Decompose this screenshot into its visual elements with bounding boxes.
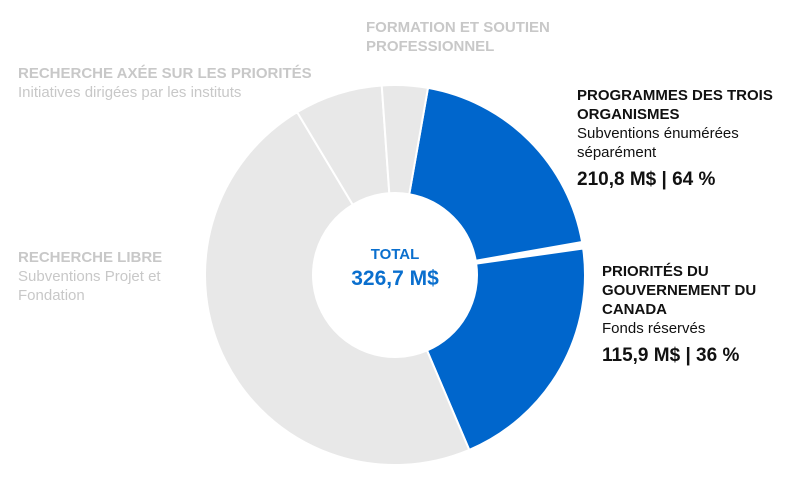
label-formation-soutien: FORMATION ET SOUTIEN PROFESSIONNEL bbox=[366, 18, 586, 56]
label-title: RECHERCHE LIBRE bbox=[18, 249, 163, 266]
label-value: 210,8 M$ | 64 % bbox=[577, 169, 716, 190]
label-subtitle: Subventions Projet et Fondation bbox=[18, 268, 161, 304]
label-title: PRIORITÉS DU GOUVERNEMENT DU CANADA bbox=[602, 263, 757, 318]
center-title: TOTAL bbox=[370, 246, 420, 263]
donut-slice-3 bbox=[204, 110, 471, 466]
chart-center-total: TOTAL 326,7 M$ bbox=[320, 246, 470, 291]
label-subtitle: Initiatives dirigées par les instituts bbox=[18, 84, 242, 101]
label-title: FORMATION ET SOUTIEN PROFESSIONNEL bbox=[366, 19, 550, 55]
donut-slice-2 bbox=[425, 247, 586, 452]
label-recherche-libre: RECHERCHE LIBRE Subventions Projet et Fo… bbox=[18, 248, 208, 305]
label-subtitle: Subventions énumérées séparément bbox=[577, 125, 739, 161]
donut-slice-1 bbox=[408, 86, 584, 262]
label-title: RECHERCHE AXÉE SUR LES PRIORITÉS bbox=[18, 65, 312, 82]
donut-slice-5 bbox=[380, 84, 430, 196]
label-programmes-trois-organismes: PROGRAMMES DES TROIS ORGANISMES Subventi… bbox=[577, 86, 787, 189]
label-recherche-axee-priorites: RECHERCHE AXÉE SUR LES PRIORITÉS Initiat… bbox=[18, 64, 338, 102]
label-title: PROGRAMMES DES TROIS ORGANISMES bbox=[577, 87, 773, 123]
center-value: 326,7 M$ bbox=[351, 267, 439, 290]
label-subtitle: Fonds réservés bbox=[602, 320, 706, 337]
label-priorites-gouvernement: PRIORITÉS DU GOUVERNEMENT DU CANADA Fond… bbox=[602, 262, 792, 365]
label-value: 115,9 M$ | 36 % bbox=[602, 345, 740, 366]
